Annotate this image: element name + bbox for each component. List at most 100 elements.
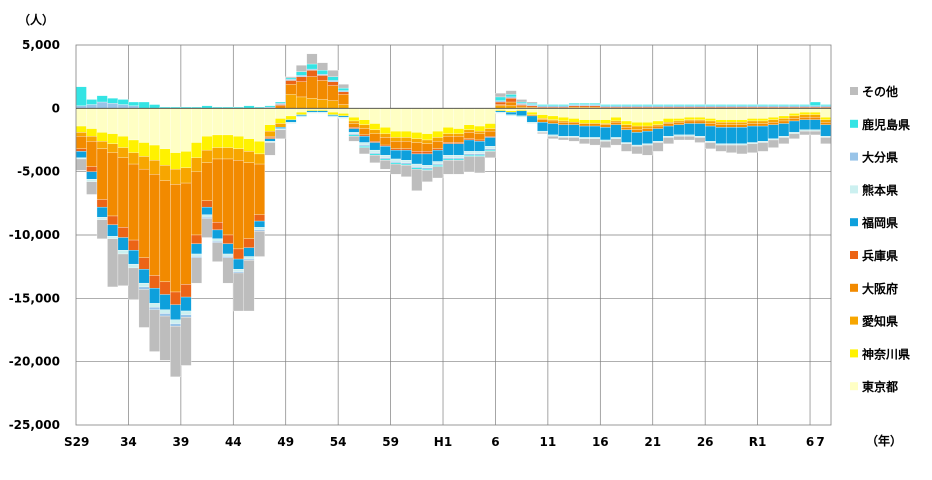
bar-segment-S31-愛知県 bbox=[96, 141, 108, 150]
bar-segment-S63-大阪府 bbox=[432, 141, 444, 150]
bar-segment-S48-兵庫県 bbox=[275, 104, 286, 106]
bar-segment-R7-東京都 bbox=[820, 108, 832, 118]
bar-segment-S42-愛知県 bbox=[212, 147, 223, 160]
bar-segment-H30-福岡県 bbox=[746, 125, 758, 143]
bar-segment-S42-神奈川県 bbox=[212, 134, 223, 148]
bar-segment-S57-神奈川県 bbox=[369, 123, 381, 131]
bar-segment-S59-大阪府 bbox=[390, 141, 402, 150]
bar-segment-R1-福岡県 bbox=[757, 125, 769, 142]
y-tick-label: -20,000 bbox=[9, 355, 60, 369]
bar-segment-H13-東京都 bbox=[568, 108, 580, 119]
x-tick-label: 6 bbox=[491, 435, 499, 449]
bar-segment-H30-愛知県 bbox=[746, 120, 758, 124]
bar-segment-S35-東京都 bbox=[138, 108, 150, 143]
bar-segment-S58-その他 bbox=[379, 160, 391, 170]
bar-segment-S45-東京都 bbox=[243, 108, 255, 139]
bar-segment-H22-愛知県 bbox=[663, 122, 674, 124]
bar-segment-H28-福岡県 bbox=[725, 127, 737, 144]
bar-segment-S46-福岡県 bbox=[254, 220, 265, 228]
bar-segment-S49-その他 bbox=[285, 76, 297, 79]
bar-segment-H8-その他 bbox=[516, 99, 528, 103]
bar-segment-R5-大阪府 bbox=[799, 117, 811, 120]
bar-segment-S56-兵庫県 bbox=[358, 134, 370, 137]
bar-segment-H4-兵庫県 bbox=[474, 139, 486, 142]
bar-segment-H12-大阪府 bbox=[558, 122, 569, 125]
bar-segment-S63-福岡県 bbox=[432, 149, 444, 162]
bar-segment-H7-熊本県 bbox=[505, 114, 517, 117]
bar-segment-H21-その他 bbox=[652, 142, 664, 152]
bar-segment-S45-福岡県 bbox=[243, 247, 255, 257]
bar-segment-S35-福岡県 bbox=[138, 269, 150, 284]
x-tick-label: 21 bbox=[644, 435, 661, 449]
bar-segment-H7-兵庫県 bbox=[505, 98, 517, 103]
bar-segment-H12-その他 bbox=[558, 137, 569, 141]
bar-segment-H30-鹿児島県 bbox=[746, 104, 758, 106]
bar-segment-H10-熊本県 bbox=[537, 130, 549, 133]
bar-segment-S53-兵庫県 bbox=[327, 81, 339, 86]
bar-segment-S59-鹿児島県 bbox=[390, 162, 402, 165]
bar-segment-H15-東京都 bbox=[589, 108, 601, 120]
bar-segment-H2-福岡県 bbox=[453, 143, 465, 156]
bar-segment-S37-兵庫県 bbox=[159, 281, 171, 295]
bar-segment-H21-熊本県 bbox=[652, 141, 664, 143]
bar-segment-S41-熊本県 bbox=[201, 214, 213, 218]
bar-segment-H1-東京都 bbox=[442, 108, 454, 128]
bar-segment-S38-東京都 bbox=[170, 108, 182, 153]
bar-segment-S46-愛知県 bbox=[254, 153, 265, 165]
legend-swatch bbox=[850, 316, 858, 325]
bar-segment-H1-神奈川県 bbox=[442, 127, 454, 134]
x-tick-labels: S29 34 39 44 49 54 59 H1 6 11 16 21 26 R1 6 7 bbox=[64, 435, 825, 449]
bar-segment-S48-熊本県 bbox=[275, 128, 286, 131]
bar-segment-S56-その他 bbox=[358, 147, 370, 155]
bar-segment-R7-熊本県 bbox=[820, 136, 832, 138]
bar-segment-R6-福岡県 bbox=[809, 119, 821, 131]
bar-segment-S49-大分県 bbox=[285, 79, 297, 81]
bar-segment-R2-熊本県 bbox=[767, 138, 779, 141]
legend-swatch bbox=[850, 251, 858, 259]
bar-segment-H4-東京都 bbox=[474, 108, 486, 127]
bar-segment-H2-熊本県 bbox=[453, 155, 465, 158]
bar-segment-S38-熊本県 bbox=[170, 319, 182, 324]
bar-segment-H2-大阪府 bbox=[453, 136, 465, 143]
bar-segment-S50-大阪府 bbox=[296, 81, 307, 98]
bar-segment-S51-熊本県 bbox=[306, 111, 318, 114]
bar-segment-H30-大分県 bbox=[746, 105, 758, 108]
bar-segment-S53-その他 bbox=[327, 70, 339, 77]
bar-segment-R4-神奈川県 bbox=[788, 113, 800, 117]
bar-segment-S60-福岡県 bbox=[400, 149, 412, 161]
bar-segment-S54-大分県 bbox=[338, 90, 349, 93]
bar-segment-S29-神奈川県 bbox=[75, 125, 87, 133]
bar-segment-H4-大分県 bbox=[474, 153, 486, 156]
bar-segment-S45-神奈川県 bbox=[243, 138, 255, 152]
bar-segment-H1-その他 bbox=[442, 160, 454, 175]
bar-segment-S37-熊本県 bbox=[159, 309, 171, 314]
bar-segment-S39-熊本県 bbox=[180, 310, 192, 315]
bar-segment-H19-大阪府 bbox=[631, 129, 643, 133]
bar-segment-S44-熊本県 bbox=[233, 269, 244, 272]
bar-segment-H29-東京都 bbox=[736, 108, 748, 120]
bar-segment-S47-東京都 bbox=[264, 108, 276, 125]
bar-segment-S34-福岡県 bbox=[128, 250, 140, 265]
bar-segment-H17-東京都 bbox=[610, 108, 622, 118]
bar-segment-S33-愛知県 bbox=[117, 147, 129, 158]
bar-segment-H6-熊本県 bbox=[495, 111, 507, 114]
bar-segment-H20-大分県 bbox=[642, 105, 653, 108]
y-axis-unit-label: （人） bbox=[18, 12, 54, 27]
bar-segment-H21-福岡県 bbox=[652, 128, 664, 142]
bar-segment-S45-熊本県 bbox=[243, 256, 255, 260]
bar-segment-S40-その他 bbox=[191, 257, 202, 284]
bar-segment-S29-東京都 bbox=[75, 108, 87, 127]
bar-segment-S31-熊本県 bbox=[96, 217, 108, 220]
bar-segment-H26-福岡県 bbox=[705, 125, 716, 142]
bar-segment-S35-鹿児島県 bbox=[138, 101, 150, 109]
bar-segment-S56-東京都 bbox=[358, 108, 370, 120]
bar-segment-H10-東京都 bbox=[537, 108, 549, 115]
bar-segment-S48-大分県 bbox=[275, 103, 286, 105]
bar-segment-H29-神奈川県 bbox=[736, 119, 748, 123]
legend-label: その他 bbox=[862, 84, 898, 99]
bar-segment-S30-神奈川県 bbox=[86, 128, 98, 137]
bar-segment-S51-兵庫県 bbox=[306, 70, 318, 77]
bar-segment-S54-熊本県 bbox=[338, 117, 349, 119]
bar-segment-H18-鹿児島県 bbox=[621, 104, 632, 106]
bar-segment-S31-東京都 bbox=[96, 108, 108, 133]
